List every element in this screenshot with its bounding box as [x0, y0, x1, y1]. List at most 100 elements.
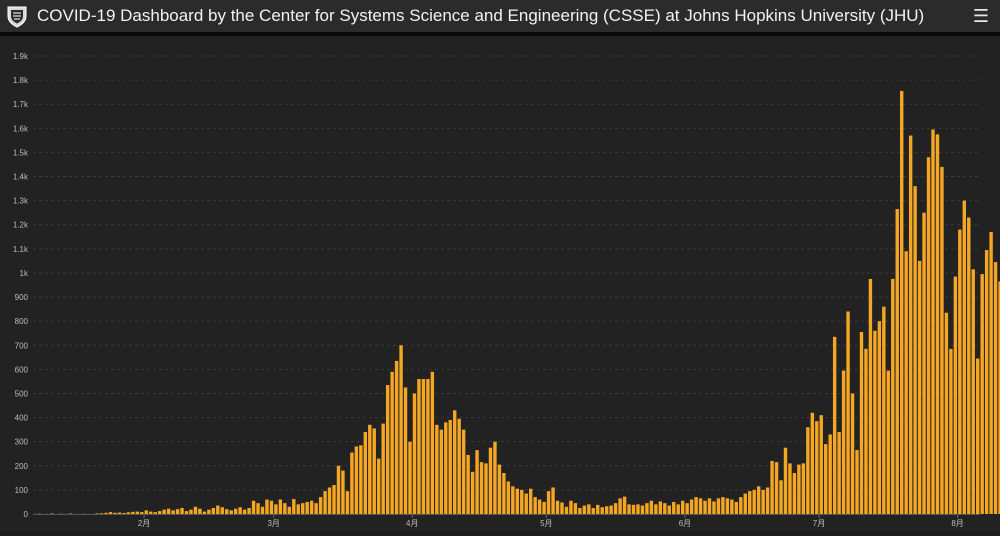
bar[interactable] [198, 509, 201, 514]
bar[interactable] [171, 510, 174, 514]
bar[interactable] [601, 507, 604, 514]
bar[interactable] [180, 508, 183, 514]
bar[interactable] [270, 501, 273, 514]
bar[interactable] [592, 508, 595, 514]
bar[interactable] [708, 498, 711, 514]
bar[interactable] [699, 498, 702, 514]
bar[interactable] [350, 453, 353, 514]
bar[interactable] [931, 130, 934, 514]
bar[interactable] [828, 434, 831, 514]
bar[interactable] [618, 498, 621, 514]
bar[interactable] [547, 491, 550, 514]
bar[interactable] [668, 506, 671, 514]
bar[interactable] [726, 498, 729, 514]
bar[interactable] [314, 503, 317, 514]
bar[interactable] [721, 497, 724, 514]
bar[interactable] [869, 279, 872, 514]
bar[interactable] [560, 502, 563, 514]
bar[interactable] [739, 497, 742, 514]
bar[interactable] [516, 489, 519, 514]
bar[interactable] [596, 505, 599, 514]
bar[interactable] [502, 473, 505, 514]
bar[interactable] [238, 507, 241, 514]
bar[interactable] [958, 230, 961, 514]
bar[interactable] [480, 462, 483, 514]
bar[interactable] [815, 421, 818, 514]
bar[interactable] [761, 490, 764, 514]
bar[interactable] [551, 487, 554, 514]
bar[interactable] [390, 372, 393, 514]
bar[interactable] [359, 445, 362, 514]
bar[interactable] [520, 490, 523, 514]
bar[interactable] [717, 498, 720, 514]
bar[interactable] [292, 499, 295, 514]
bar[interactable] [453, 410, 456, 514]
bar[interactable] [475, 450, 478, 514]
bar[interactable] [426, 379, 429, 514]
bar[interactable] [820, 415, 823, 514]
bar[interactable] [489, 448, 492, 514]
bar[interactable] [194, 507, 197, 514]
bar[interactable] [395, 361, 398, 514]
bar[interactable] [538, 500, 541, 514]
bar[interactable] [842, 371, 845, 514]
bar[interactable] [936, 134, 939, 514]
bar[interactable] [162, 510, 165, 514]
bar[interactable] [212, 508, 215, 514]
bar[interactable] [109, 512, 112, 514]
bar[interactable] [507, 481, 510, 514]
bar[interactable] [753, 490, 756, 514]
bar[interactable] [471, 472, 474, 514]
bar[interactable] [511, 486, 514, 514]
bar[interactable] [319, 497, 322, 514]
bar[interactable] [967, 218, 970, 514]
bar[interactable] [779, 480, 782, 514]
bar[interactable] [824, 444, 827, 514]
bar[interactable] [493, 442, 496, 514]
bar[interactable] [449, 420, 452, 514]
bar[interactable] [873, 331, 876, 514]
bar[interactable] [556, 501, 559, 514]
bar[interactable] [744, 494, 747, 514]
bar[interactable] [225, 509, 228, 514]
bar[interactable] [578, 508, 581, 514]
bar[interactable] [949, 349, 952, 514]
bar[interactable] [891, 279, 894, 514]
bar[interactable] [323, 491, 326, 514]
bar[interactable] [864, 349, 867, 514]
bar[interactable] [837, 432, 840, 514]
bar[interactable] [207, 510, 210, 514]
bar[interactable] [574, 503, 577, 514]
bar[interactable] [279, 500, 282, 514]
bar[interactable] [587, 504, 590, 514]
bar[interactable] [976, 359, 979, 514]
bar[interactable] [614, 503, 617, 514]
bar[interactable] [417, 379, 420, 514]
bar[interactable] [788, 463, 791, 514]
bar[interactable] [176, 509, 179, 514]
bar[interactable] [457, 419, 460, 514]
bar[interactable] [855, 450, 858, 514]
bar[interactable] [297, 504, 300, 514]
bar[interactable] [158, 511, 161, 514]
bar[interactable] [806, 427, 809, 514]
bar[interactable] [328, 487, 331, 514]
bar[interactable] [605, 506, 608, 514]
bar[interactable] [882, 307, 885, 514]
bar[interactable] [131, 512, 134, 514]
bar[interactable] [404, 387, 407, 514]
bar[interactable] [341, 471, 344, 514]
bar[interactable] [569, 501, 572, 514]
bar[interactable] [364, 432, 367, 514]
bar[interactable] [833, 337, 836, 514]
bar[interactable] [703, 501, 706, 514]
bar[interactable] [748, 491, 751, 514]
bar[interactable] [650, 501, 653, 514]
bar[interactable] [712, 501, 715, 514]
bar[interactable] [918, 261, 921, 514]
bar[interactable] [797, 465, 800, 514]
bar[interactable] [167, 509, 170, 514]
bar[interactable] [694, 497, 697, 514]
bar[interactable] [636, 504, 639, 514]
bar[interactable] [994, 262, 997, 514]
